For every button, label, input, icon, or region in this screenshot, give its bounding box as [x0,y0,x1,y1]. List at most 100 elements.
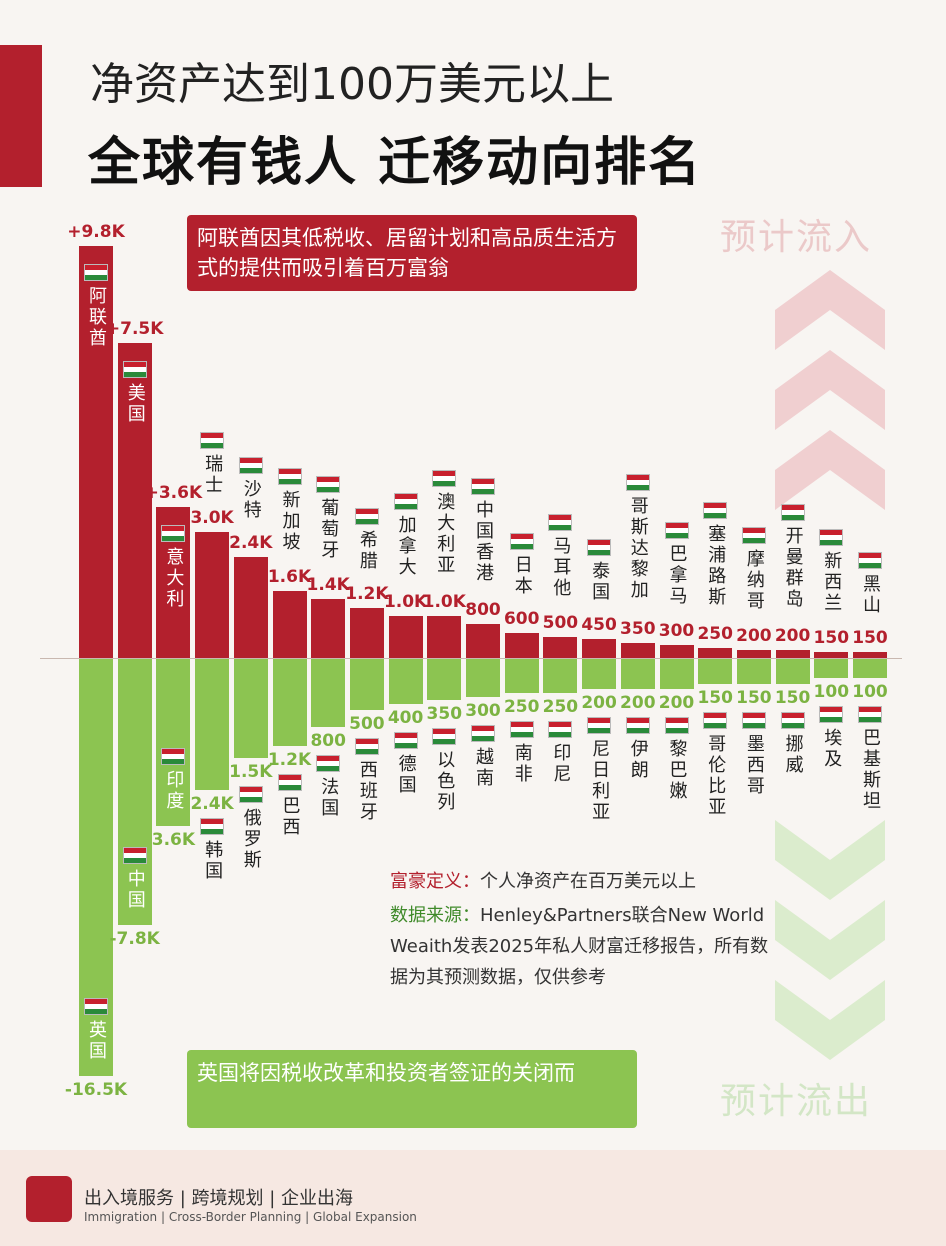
value-label: 350 [620,619,656,640]
flag-icon [432,728,457,746]
category-label: 日本 [511,554,533,597]
flag-icon [509,532,534,550]
chart-subtitle: 全球有钱人 迁移动向排名 [88,133,703,193]
bar [543,659,578,693]
inflow-legend: 预计流入 [720,217,873,258]
bar [814,651,849,658]
outflow-legend: 预计流出 [720,1081,873,1122]
flag-icon [471,724,495,742]
flag-icon [509,720,534,738]
category-label: 泰国 [589,561,611,604]
flag-icon [741,526,766,544]
value-label: -16.5K [64,1080,128,1101]
category-label: 瑞士 [202,454,224,496]
category-label: 西班牙 [356,760,378,824]
flag-icon [354,507,379,525]
bar [582,659,617,689]
flag-icon [316,476,341,494]
value-label: 1.0K [422,592,466,612]
flag-icon [471,478,495,496]
flag-icon [122,847,147,865]
category-label: 澳大利亚 [434,492,456,576]
bar [233,659,268,758]
chart: +9.8K 阿联酋 +7.5K 美国 +3.6K 意大利 3.0K 瑞士 2.4K 沙特 1.6K 新… [40,222,902,1101]
definition-label: 富豪定义： [390,871,480,892]
bar [427,616,462,658]
category-label: 沙特 [240,479,262,522]
value-label: 150 [852,627,888,648]
category-label: 英国 [86,1020,107,1063]
value-label: 200 [658,692,695,713]
value-label: 2.4K [229,533,273,554]
value-label: 250 [542,696,579,717]
category-label: 中国香港 [473,500,494,585]
value-label: +3.6K [144,482,203,503]
bar [775,649,810,658]
category-label: 黑山 [860,573,881,616]
flag-icon [780,711,805,729]
category-label: 意大利 [163,546,185,610]
value-label: 1.2K [345,583,389,604]
value-label: 1.6K [267,566,312,587]
category-label: 葡萄牙 [318,498,340,562]
category-label: 哥伦比亚 [705,733,727,818]
value-label: 400 [387,707,424,728]
value-label: 200 [581,692,617,713]
flag-icon [200,818,225,836]
direction-chevrons [775,270,885,1060]
flag-icon [780,503,805,521]
title-accent [0,45,42,187]
value-label: 250 [697,623,733,644]
flag-icon [161,748,186,766]
bar [156,659,191,827]
flag-icon [858,706,882,724]
bar [117,343,152,658]
category-label: 巴拿马 [666,544,688,608]
bar [543,637,578,658]
category-label: 挪威 [782,733,804,776]
flag-icon [587,716,612,734]
bar [272,590,307,658]
value-label: 150 [697,687,733,708]
inflow-chevrons [775,270,885,510]
value-label: 800 [465,600,501,621]
bar [736,649,771,658]
bar [582,639,617,658]
value-label: 1.2K [267,749,312,770]
bar [349,659,384,711]
bar [233,557,268,658]
value-label: 600 [503,608,540,629]
value-label: 2.4K [190,794,234,815]
value-label: 150 [813,627,850,648]
value-label: 100 [852,682,888,703]
category-label: 新西兰 [821,550,843,614]
value-label: 1.5K [229,761,273,782]
source-label: 数据来源： [390,905,480,926]
bar [311,659,346,727]
outflow-annotation: 英国将因税收改革和投资者签证的关闭而 [187,1050,637,1128]
flag-icon [548,720,573,738]
bar [853,651,887,658]
category-label: 尼日利亚 [589,738,611,823]
category-label: 黎巴嫩 [666,738,688,802]
bar [427,659,462,701]
flag-icon [664,716,689,734]
bar [79,246,113,658]
value-label: 150 [736,687,772,708]
flag-icon [161,524,186,542]
value-label: 100 [813,682,850,703]
category-label: 美国 [124,383,146,425]
flag-icon [238,457,263,475]
source-text: Henley&Partners联合New World Weaith发表2025年… [390,905,769,988]
category-label: 哥斯达黎加 [627,496,649,602]
value-label: 1.0K [383,592,428,612]
chart-title: 净资产达到100万美元以上 [90,59,614,110]
flag-icon [587,539,612,557]
value-label: 200 [620,692,656,713]
flag-icon [625,716,650,734]
value-label: -7.8K [109,929,160,950]
bar [504,659,539,693]
category-label: 伊朗 [627,738,649,781]
category-label: 中国 [124,869,146,912]
category-label: 巴西 [279,795,301,838]
